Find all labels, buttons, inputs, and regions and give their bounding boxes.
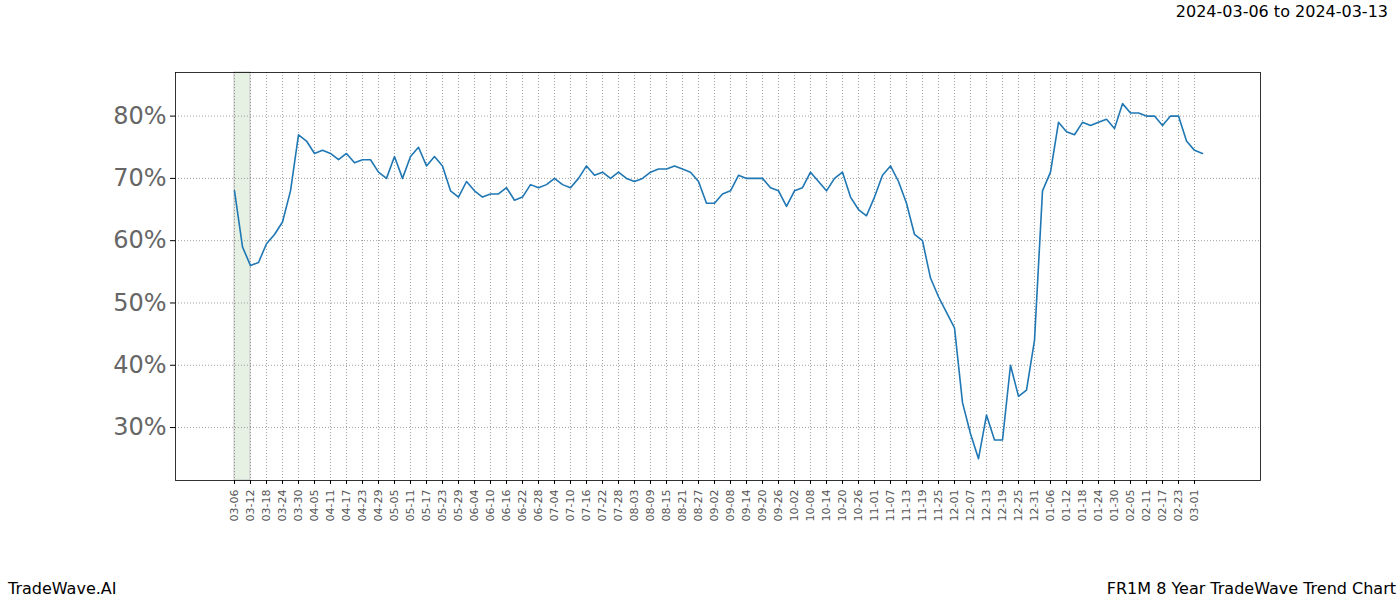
svg-text:04-17: 04-17 — [340, 490, 353, 522]
svg-text:02-05: 02-05 — [1124, 490, 1137, 522]
svg-text:70%: 70% — [113, 164, 166, 192]
svg-text:11-19: 11-19 — [916, 490, 929, 522]
svg-text:04-29: 04-29 — [372, 490, 385, 522]
svg-text:05-11: 05-11 — [404, 490, 417, 522]
svg-text:10-08: 10-08 — [804, 490, 817, 522]
svg-text:50%: 50% — [113, 289, 166, 317]
svg-text:08-15: 08-15 — [660, 490, 673, 522]
svg-text:05-29: 05-29 — [452, 490, 465, 522]
svg-text:02-23: 02-23 — [1172, 490, 1185, 522]
svg-text:03-24: 03-24 — [276, 490, 289, 522]
svg-text:05-17: 05-17 — [420, 490, 433, 522]
svg-text:06-04: 06-04 — [468, 490, 481, 522]
svg-text:09-08: 09-08 — [724, 490, 737, 522]
svg-text:02-11: 02-11 — [1140, 490, 1153, 522]
svg-text:09-02: 09-02 — [708, 490, 721, 522]
svg-text:09-20: 09-20 — [756, 490, 769, 522]
svg-text:08-03: 08-03 — [628, 490, 641, 522]
svg-text:04-05: 04-05 — [308, 490, 321, 522]
svg-text:12-13: 12-13 — [980, 490, 993, 522]
svg-text:07-28: 07-28 — [612, 490, 625, 522]
svg-text:07-16: 07-16 — [580, 490, 593, 522]
svg-text:10-14: 10-14 — [820, 490, 833, 522]
svg-text:06-10: 06-10 — [484, 490, 497, 522]
svg-text:04-11: 04-11 — [324, 490, 337, 522]
svg-text:01-24: 01-24 — [1092, 490, 1105, 522]
svg-text:06-22: 06-22 — [516, 490, 529, 522]
html-text:2024-03-06 to 2024-03-13: 2024-03-06 to 2024-03-13 — [1175, 2, 1388, 21]
svg-text:02-17: 02-17 — [1156, 490, 1169, 522]
html-text:TradeWave.AI: TradeWave.AI — [8, 579, 117, 598]
svg-text:10-26: 10-26 — [852, 490, 865, 522]
svg-text:07-04: 07-04 — [548, 490, 561, 522]
svg-text:12-19: 12-19 — [996, 490, 1009, 522]
svg-text:12-31: 12-31 — [1028, 490, 1041, 522]
svg-text:03-18: 03-18 — [260, 490, 273, 522]
svg-text:30%: 30% — [113, 413, 166, 441]
svg-text:07-10: 07-10 — [564, 490, 577, 522]
svg-text:05-23: 05-23 — [436, 490, 449, 522]
svg-text:01-30: 01-30 — [1108, 490, 1121, 522]
svg-text:10-20: 10-20 — [836, 490, 849, 522]
svg-text:12-07: 12-07 — [964, 490, 977, 522]
svg-text:01-18: 01-18 — [1076, 490, 1089, 522]
svg-text:04-23: 04-23 — [356, 490, 369, 522]
svg-text:08-21: 08-21 — [676, 490, 689, 522]
svg-text:08-09: 08-09 — [644, 490, 657, 522]
svg-text:40%: 40% — [113, 351, 166, 379]
svg-text:10-02: 10-02 — [788, 490, 801, 522]
svg-text:09-14: 09-14 — [740, 490, 753, 522]
svg-text:12-25: 12-25 — [1012, 490, 1025, 522]
svg-text:01-06: 01-06 — [1044, 490, 1057, 522]
svg-text:06-16: 06-16 — [500, 490, 513, 522]
svg-text:03-01: 03-01 — [1188, 490, 1201, 522]
svg-text:05-05: 05-05 — [388, 490, 401, 522]
svg-text:08-27: 08-27 — [692, 490, 705, 522]
svg-text:03-12: 03-12 — [244, 490, 257, 522]
svg-text:60%: 60% — [113, 226, 166, 254]
svg-text:11-07: 11-07 — [884, 490, 897, 522]
svg-text:03-30: 03-30 — [292, 490, 305, 522]
svg-text:03-06: 03-06 — [228, 490, 241, 522]
svg-text:09-26: 09-26 — [772, 490, 785, 522]
svg-text:01-12: 01-12 — [1060, 490, 1073, 522]
svg-text:80%: 80% — [113, 102, 166, 130]
svg-text:11-13: 11-13 — [900, 490, 913, 522]
svg-text:11-01: 11-01 — [868, 490, 881, 522]
svg-text:07-22: 07-22 — [596, 490, 609, 522]
svg-text:06-28: 06-28 — [532, 490, 545, 522]
svg-text:12-01: 12-01 — [948, 490, 961, 522]
html-text:FR1M 8 Year TradeWave Trend Ch: FR1M 8 Year TradeWave Trend Chart — [1106, 579, 1396, 598]
svg-text:11-25: 11-25 — [932, 490, 945, 522]
